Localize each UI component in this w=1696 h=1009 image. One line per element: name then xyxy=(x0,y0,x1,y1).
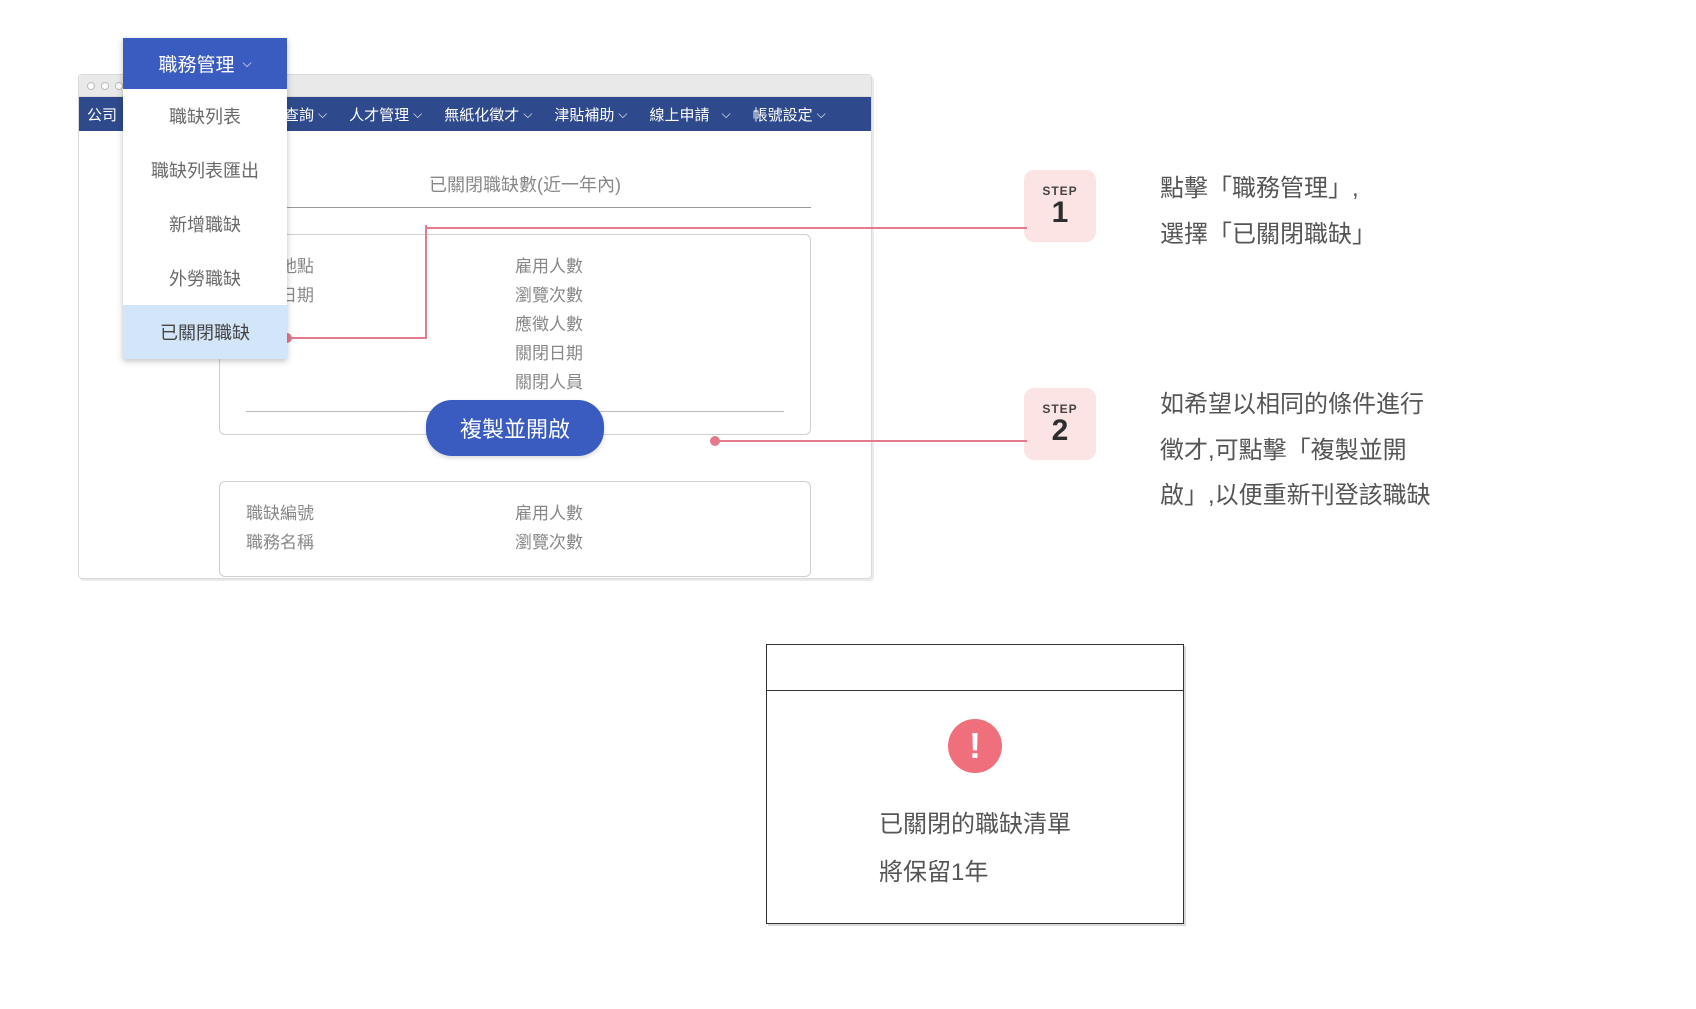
connector-line xyxy=(425,227,427,339)
connector-line xyxy=(287,337,427,339)
nav-paperless[interactable]: 無紙化徵才 ⌵ xyxy=(444,104,532,125)
connector-dot xyxy=(710,436,720,446)
copy-open-button[interactable]: 複製並開啟 xyxy=(426,400,604,456)
step-badge-2: STEP 2 xyxy=(1024,388,1096,460)
nav-label: 帳號設定 xyxy=(753,104,813,125)
traffic-lights xyxy=(87,82,123,90)
job-card: 職缺編號 職務名稱 雇用人數 瀏覽次數 xyxy=(219,481,811,577)
nav-label: 線上申請 xyxy=(650,104,710,125)
nav-talent-manage[interactable]: 人才管理 ⌵ xyxy=(349,104,422,125)
field-label: 職務名稱 xyxy=(246,529,515,558)
field-label: 瀏覽次數 xyxy=(515,282,784,311)
dropdown-header[interactable]: 職務管理 ⌵ xyxy=(123,38,287,89)
field-label: 雇用人數 xyxy=(515,500,784,529)
traffic-dot xyxy=(87,82,95,90)
chevron-down-icon: ⌵ xyxy=(618,107,627,122)
chevron-down-icon: ⌵ xyxy=(413,107,422,122)
page-title: 已關閉職缺數(近一年內) xyxy=(239,171,811,208)
notice-line: 已關閉的職缺清單 xyxy=(879,801,1071,849)
notice-header xyxy=(767,645,1183,691)
field-label: 職缺編號 xyxy=(246,500,515,529)
notice-card: ! 已關閉的職缺清單 將保留1年 xyxy=(766,644,1184,924)
nav-label: 公司 xyxy=(87,104,117,125)
text-line: 如希望以相同的條件進行 xyxy=(1160,382,1640,428)
text-line: 點擊「職務管理」, xyxy=(1160,166,1580,212)
connector-line xyxy=(425,227,1027,229)
field-label: 關閉人員 xyxy=(515,369,784,398)
text-line: 徵才,可點擊「複製並開 xyxy=(1160,428,1640,474)
dropdown-title: 職務管理 xyxy=(158,50,234,77)
step-number: 1 xyxy=(1052,198,1069,228)
alert-icon: ! xyxy=(948,719,1002,773)
chevron-down-icon: ⌵ xyxy=(817,107,826,122)
dropdown-item-new[interactable]: 新增職缺 xyxy=(123,197,287,251)
step-2-description: 如希望以相同的條件進行 徵才,可點擊「複製並開 啟」,以便重新刊登該職缺 xyxy=(1160,382,1640,519)
field-label: 應徵人數 xyxy=(515,311,784,340)
dropdown-item-closed[interactable]: 已關閉職缺 xyxy=(123,305,287,359)
text-line: 選擇「已關閉職缺」 xyxy=(1160,212,1580,258)
nav-label: 人才管理 xyxy=(349,104,409,125)
dropdown-item-list[interactable]: 職缺列表 xyxy=(123,89,287,143)
nav-company[interactable]: 公司 xyxy=(87,104,117,125)
text-line: 啟」,以便重新刊登該職缺 xyxy=(1160,473,1640,519)
dropdown-item-foreign[interactable]: 外勞職缺 xyxy=(123,251,287,305)
step-badge-1: STEP 1 xyxy=(1024,170,1096,242)
field-label: 雇用人數 xyxy=(515,253,784,282)
traffic-dot xyxy=(115,82,123,90)
connector-line xyxy=(425,225,427,231)
connector-line xyxy=(715,440,1027,442)
nav-label: 無紙化徵才 xyxy=(444,104,519,125)
chevron-down-icon: ⌵ xyxy=(722,107,731,122)
job-card: 工作地點 截止日期 雇用人數 瀏覽次數 應徵人數 關閉日期 關閉人員 複製並開啟 xyxy=(219,234,811,435)
field-label: 瀏覽次數 xyxy=(515,529,784,558)
nav-subsidy[interactable]: 津貼補助 ⌵ xyxy=(554,104,627,125)
chevron-down-icon: ⌵ xyxy=(523,107,532,122)
notice-line: 將保留1年 xyxy=(879,849,1071,897)
nav-online-apply[interactable]: 線上申請 ⌵ xyxy=(650,104,731,125)
step-number: 2 xyxy=(1052,416,1069,446)
chevron-down-icon: ⌵ xyxy=(242,56,251,71)
step-1-description: 點擊「職務管理」, 選擇「已關閉職缺」 xyxy=(1160,166,1580,257)
chevron-down-icon: ⌵ xyxy=(318,107,327,122)
nav-label: 津貼補助 xyxy=(554,104,614,125)
traffic-dot xyxy=(101,82,109,90)
job-manage-dropdown: 職務管理 ⌵ 職缺列表 職缺列表匯出 新增職缺 外勞職缺 已關閉職缺 xyxy=(123,38,287,359)
field-label: 關閉日期 xyxy=(515,340,784,369)
dropdown-item-export[interactable]: 職缺列表匯出 xyxy=(123,143,287,197)
nav-account[interactable]: 帳號設定 ⌵ xyxy=(753,104,826,125)
